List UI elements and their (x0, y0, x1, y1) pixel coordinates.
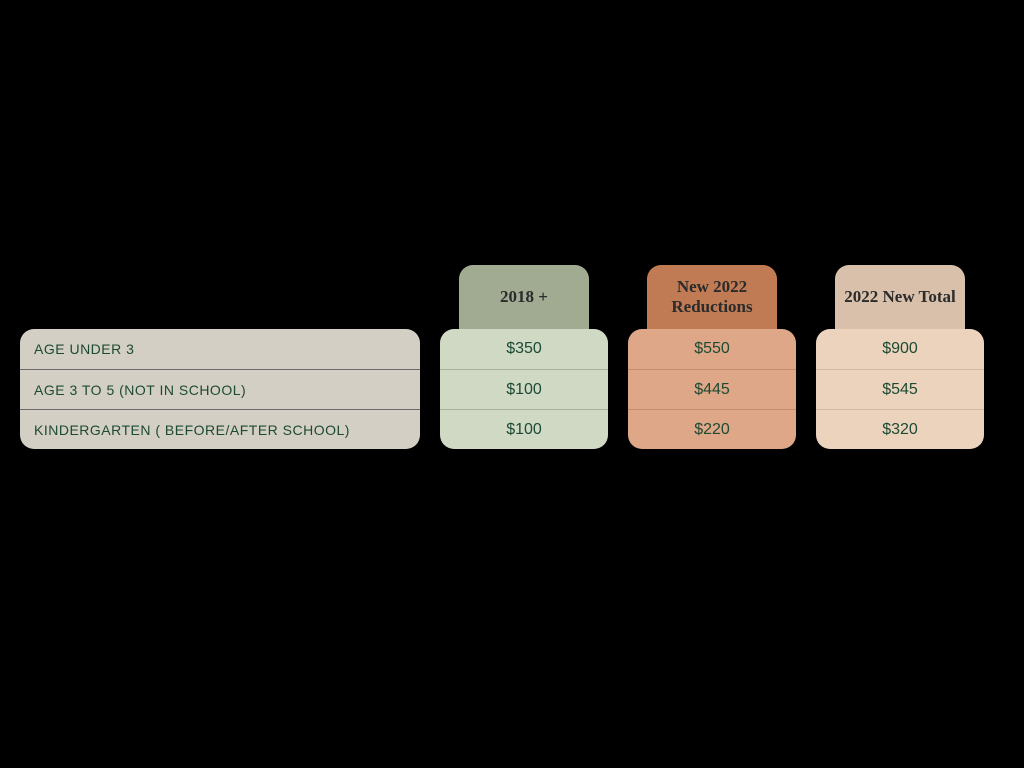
price-cell: $350 (440, 329, 608, 369)
price-cell: $100 (440, 409, 608, 449)
price-cell: $445 (628, 369, 796, 409)
row-label: AGE 3 TO 5 (NOT IN SCHOOL) (20, 369, 420, 409)
row-label: AGE UNDER 3 (20, 329, 420, 369)
price-cell: $100 (440, 369, 608, 409)
column-2018: 2018 + $350$100$100 (440, 265, 608, 449)
column-header-2022-total: 2022 New Total (835, 265, 965, 329)
column-header-2018: 2018 + (459, 265, 589, 329)
price-cell: $320 (816, 409, 984, 449)
header-text: 2018 + (500, 287, 548, 307)
row-labels-column: AGE UNDER 3AGE 3 TO 5 (NOT IN SCHOOL)KIN… (20, 329, 420, 449)
columns-container: AGE UNDER 3AGE 3 TO 5 (NOT IN SCHOOL)KIN… (20, 265, 1004, 449)
column-2022-reductions: New 2022 Reductions $550$445$220 (628, 265, 796, 449)
column-2022-total: 2022 New Total $900$545$320 (816, 265, 984, 449)
column-body-2022-reductions: $550$445$220 (628, 329, 796, 449)
column-header-2022-reductions: New 2022 Reductions (647, 265, 777, 329)
price-cell: $545 (816, 369, 984, 409)
pricing-table: AGE UNDER 3AGE 3 TO 5 (NOT IN SCHOOL)KIN… (20, 265, 1004, 449)
price-cell: $550 (628, 329, 796, 369)
header-text: New 2022 Reductions (655, 277, 769, 318)
price-cell: $900 (816, 329, 984, 369)
column-body-2018: $350$100$100 (440, 329, 608, 449)
column-body-2022-total: $900$545$320 (816, 329, 984, 449)
row-label: KINDERGARTEN ( BEFORE/AFTER SCHOOL) (20, 409, 420, 449)
header-text: 2022 New Total (844, 287, 955, 307)
price-cell: $220 (628, 409, 796, 449)
